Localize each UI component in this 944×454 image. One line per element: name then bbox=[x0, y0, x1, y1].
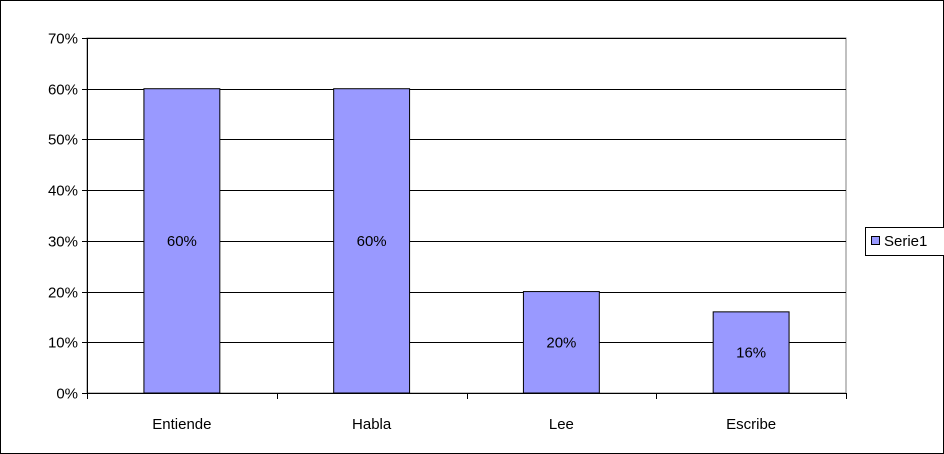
y-tick-label: 10% bbox=[48, 335, 78, 352]
data-label: 60% bbox=[167, 233, 197, 250]
y-tick-label: 40% bbox=[48, 183, 78, 200]
bar-escribe bbox=[712, 311, 790, 394]
y-tick-label: 0% bbox=[56, 386, 78, 403]
y-tick-label: 60% bbox=[48, 82, 78, 99]
y-tick-label: 70% bbox=[48, 31, 78, 48]
legend-swatch bbox=[871, 236, 880, 245]
x-tick-label: Escribe bbox=[726, 416, 776, 433]
bar-entiende bbox=[143, 88, 221, 394]
x-tick-label: Entiende bbox=[152, 416, 211, 433]
data-label: 16% bbox=[736, 344, 766, 361]
bar-lee bbox=[522, 291, 600, 394]
bar-habla bbox=[333, 88, 411, 394]
data-label: 60% bbox=[357, 233, 387, 250]
legend-label: Serie1 bbox=[884, 233, 927, 250]
data-label: 20% bbox=[546, 334, 576, 351]
y-tick-label: 30% bbox=[48, 234, 78, 251]
y-tick-label: 50% bbox=[48, 132, 78, 149]
x-tick-label: Lee bbox=[549, 416, 574, 433]
x-tick-label: Habla bbox=[352, 416, 392, 433]
y-tick-label: 20% bbox=[48, 285, 78, 302]
